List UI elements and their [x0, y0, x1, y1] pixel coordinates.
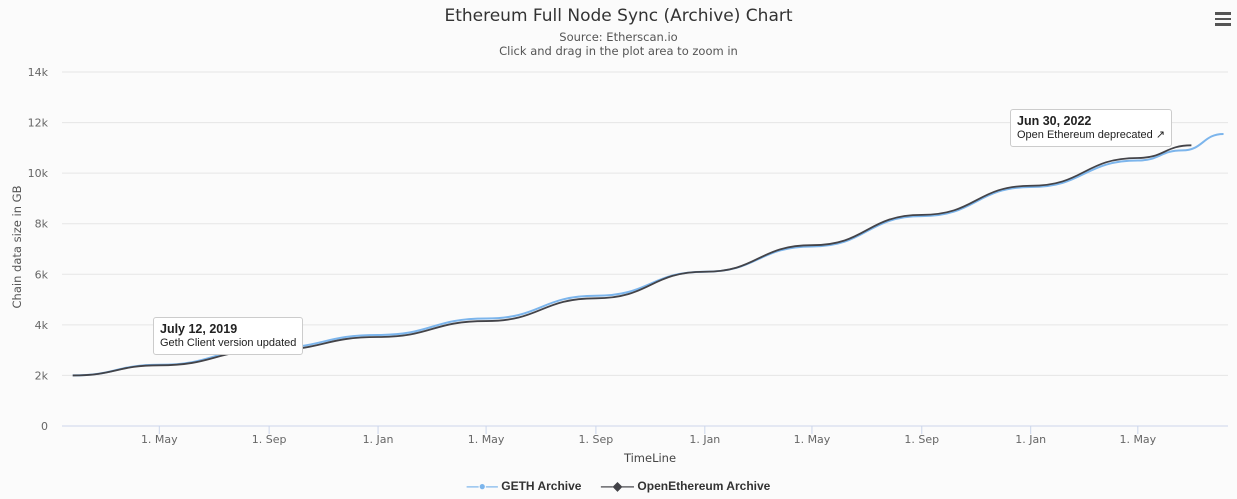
x-tick-label: 1. Sep — [579, 433, 614, 446]
y-tick-label: 2k — [35, 369, 49, 382]
x-tick-label: 1. May — [141, 433, 178, 446]
legend-marker-icon: —◆— — [600, 479, 635, 493]
y-tick-label: 4k — [35, 319, 49, 332]
legend: —●— GETH Archive —◆— OpenEthereum Archiv… — [0, 479, 1237, 494]
y-tick-label: 14k — [28, 66, 49, 79]
chart-title: Ethereum Full Node Sync (Archive) Chart — [444, 6, 793, 26]
x-tick-label: 1. Jan — [689, 433, 720, 446]
external-link-icon[interactable]: ↗ — [1155, 129, 1166, 141]
y-tick-label: 0 — [41, 420, 48, 433]
x-tick-label: 1. May — [794, 433, 831, 446]
annotation-openethereum-deprecated: Jun 30, 2022 Open Ethereum deprecated ↗ — [1010, 109, 1173, 147]
x-tick-label: 1. Jan — [363, 433, 394, 446]
x-axis-title: TimeLine — [623, 451, 677, 465]
chart-hint: Click and drag in the plot area to zoom … — [499, 44, 738, 58]
annotation-date: Jun 30, 2022 — [1017, 114, 1092, 128]
annotation-date: July 12, 2019 — [160, 322, 238, 336]
x-tick-label: 1. Sep — [252, 433, 287, 446]
y-tick-label: 10k — [28, 167, 49, 180]
y-tick-label: 8k — [35, 218, 49, 231]
annotation-geth-update: July 12, 2019 Geth Client version update… — [153, 317, 304, 355]
y-tick-label: 12k — [28, 117, 49, 130]
y-tick-label: 6k — [35, 268, 49, 281]
annotation-text: Open Ethereum deprecated — [1017, 129, 1153, 141]
legend-label: GETH Archive — [501, 479, 582, 493]
x-tick-label: 1. Sep — [904, 433, 939, 446]
legend-item-openethereum[interactable]: —◆— OpenEthereum Archive — [601, 479, 771, 493]
x-tick-label: 1. May — [468, 433, 505, 446]
x-tick-label: 1. Jan — [1015, 433, 1046, 446]
x-tick-label: 1. May — [1119, 433, 1156, 446]
legend-marker-icon: —●— — [466, 479, 498, 493]
legend-label: OpenEthereum Archive — [637, 479, 771, 493]
legend-item-geth[interactable]: —●— GETH Archive — [467, 479, 582, 493]
y-axis-title: Chain data size in GB — [10, 185, 24, 309]
hamburger-menu-icon[interactable] — [1215, 12, 1231, 29]
annotation-text: Geth Client version updated — [160, 337, 297, 349]
chart-subtitle: Source: Etherscan.io — [559, 30, 678, 44]
